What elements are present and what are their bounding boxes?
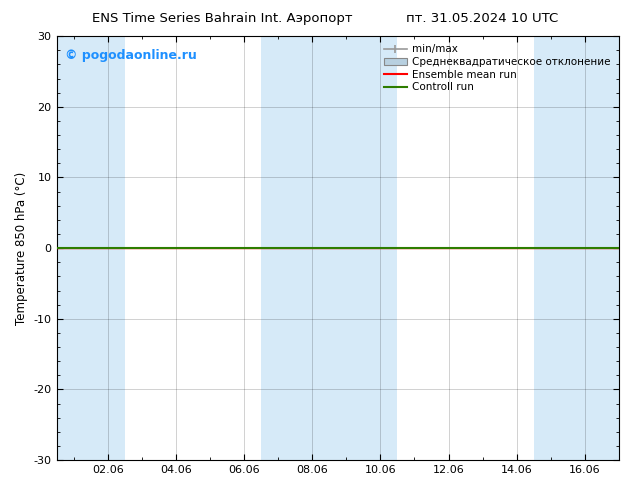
Bar — [56, 36, 125, 460]
Bar — [534, 36, 619, 460]
Legend: min/max, Среднеквадратическое отклонение, Ensemble mean run, Controll run: min/max, Среднеквадратическое отклонение… — [381, 41, 614, 96]
Bar — [261, 36, 398, 460]
Y-axis label: Temperature 850 hPa (°C): Temperature 850 hPa (°C) — [15, 172, 28, 325]
Text: © pogodaonline.ru: © pogodaonline.ru — [65, 49, 197, 62]
Bar — [398, 36, 534, 460]
Bar — [125, 36, 261, 460]
Text: ENS Time Series Bahrain Int. Аэропорт: ENS Time Series Bahrain Int. Аэропорт — [92, 12, 352, 25]
Text: пт. 31.05.2024 10 UTC: пт. 31.05.2024 10 UTC — [406, 12, 558, 25]
